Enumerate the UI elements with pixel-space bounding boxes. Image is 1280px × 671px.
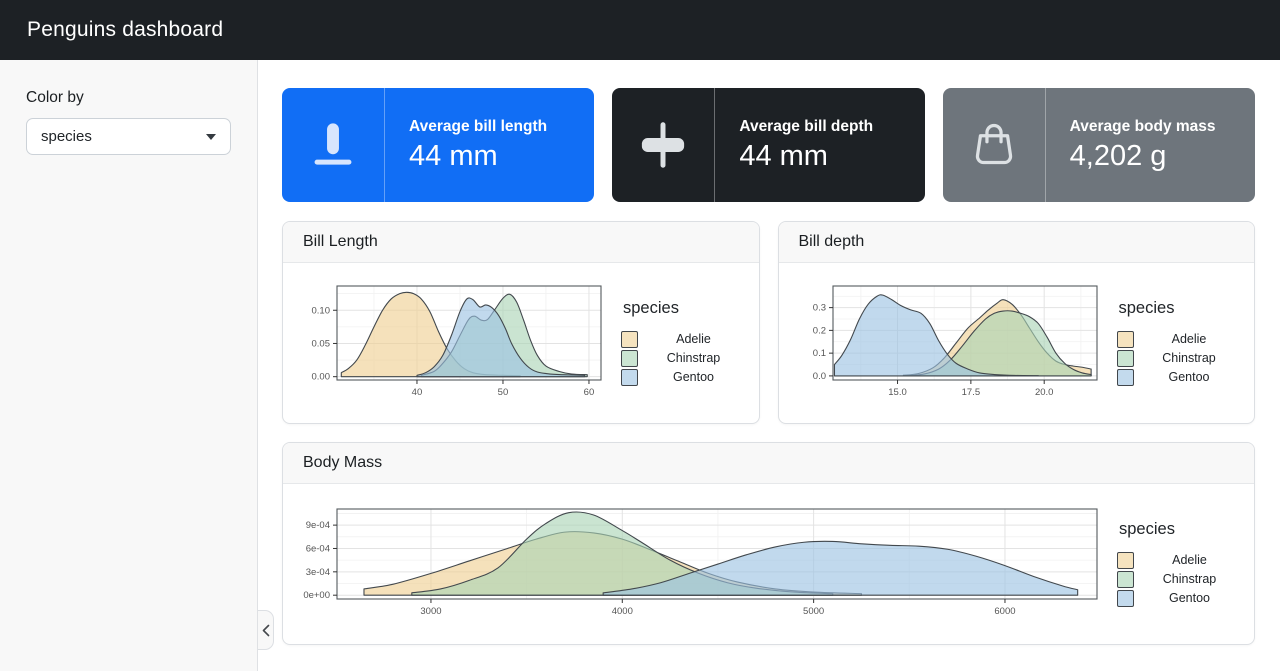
legend-label: Chinstrap <box>666 351 721 365</box>
card-title: Bill Length <box>283 222 759 263</box>
legend-label: Gentoo <box>672 370 714 384</box>
legend-swatch-adelie <box>1117 551 1134 569</box>
svg-text:15.0: 15.0 <box>888 387 907 398</box>
svg-text:3e-04: 3e-04 <box>306 567 330 578</box>
legend-swatch-gentoo <box>1116 368 1134 386</box>
caret-down-icon <box>206 133 216 140</box>
colorby-label: Color by <box>26 89 84 106</box>
legend-swatch-chinstrap <box>1116 349 1134 367</box>
card-body-mass: Body Mass 3000 4000 5000 6000 0e+00 3e-04 6e-0… <box>282 442 1255 645</box>
svg-text:60: 60 <box>584 387 595 398</box>
align-bottom-icon <box>282 88 385 202</box>
card-bill-depth: Bill depth 15.0 17.5 20.0 0.0 0.1 0.2 0.3 spec… <box>777 221 1255 424</box>
legend-label: Adelie <box>1171 332 1207 346</box>
legend-swatch-gentoo <box>621 368 638 386</box>
species-legend: species Adelie Chinstrap Gentoo <box>1117 520 1245 609</box>
card-title: Body Mass <box>283 443 1254 484</box>
sidebar: Color by species <box>0 60 258 671</box>
legend-title: species <box>1119 519 1175 538</box>
main-content: Average bill length 44 mm Average bill d… <box>258 60 1280 671</box>
legend-key-chinstrap: Chinstrap <box>1116 349 1245 367</box>
handbag-icon <box>943 88 1046 202</box>
legend-key-adelie: Adelie <box>621 330 749 348</box>
value-box-value: 44 mm <box>409 139 498 172</box>
card-bill-length: Bill Length 40 50 60 0.00 0.05 0.10 species A… <box>282 221 760 424</box>
svg-text:20.0: 20.0 <box>1034 387 1053 398</box>
svg-text:0.2: 0.2 <box>812 325 825 336</box>
legend-swatch-adelie <box>1116 330 1134 348</box>
value-box-title: Average bill length <box>409 117 548 135</box>
svg-text:0.10: 0.10 <box>312 305 331 316</box>
legend-key-chinstrap: Chinstrap <box>621 349 749 367</box>
value-box-body-mass: Average body mass 4,202 g <box>942 88 1255 202</box>
value-box-value: 4,202 g <box>1069 139 1167 172</box>
app-header: Penguins dashboard <box>0 0 1280 60</box>
chevron-left-icon <box>262 624 269 636</box>
svg-text:4000: 4000 <box>612 606 633 617</box>
svg-text:17.5: 17.5 <box>961 387 980 398</box>
legend-swatch-adelie <box>621 330 638 348</box>
card-title: Bill depth <box>778 222 1254 263</box>
legend-label: Chinstrap <box>1162 351 1216 365</box>
svg-text:50: 50 <box>498 387 509 398</box>
legend-key-adelie: Adelie <box>1116 330 1245 348</box>
svg-text:0e+00: 0e+00 <box>303 590 330 601</box>
value-box-bill-depth: Average bill depth 44 mm <box>612 88 925 202</box>
bill-depth-plot: 15.0 17.5 20.0 0.0 0.1 0.2 0.3 <box>795 280 1105 406</box>
species-legend: species Adelie Chinstrap Gentoo <box>621 299 749 388</box>
legend-swatch-chinstrap <box>1117 570 1134 588</box>
colorby-select[interactable]: species <box>26 118 231 155</box>
align-center-icon <box>612 88 716 202</box>
legend-key-gentoo: Gentoo <box>621 368 749 386</box>
legend-label: Adelie <box>1172 553 1207 567</box>
value-box-row: Average bill length 44 mm Average bill d… <box>282 88 1255 202</box>
bill-length-plot: 40 50 60 0.00 0.05 0.10 <box>299 280 609 406</box>
svg-text:0.05: 0.05 <box>312 338 331 349</box>
legend-label: Gentoo <box>1168 591 1210 605</box>
value-box-bill-length: Average bill length 44 mm <box>282 88 595 202</box>
svg-text:6000: 6000 <box>994 606 1015 617</box>
app-layout: Color by species Average bill length 4 <box>0 60 1280 671</box>
svg-text:6e-04: 6e-04 <box>306 543 330 554</box>
sidebar-collapse-toggle[interactable] <box>258 610 274 650</box>
legend-swatch-chinstrap <box>621 349 638 367</box>
svg-text:40: 40 <box>412 387 423 398</box>
legend-label: Chinstrap <box>1162 572 1217 586</box>
legend-label: Gentoo <box>1168 370 1210 384</box>
plot-cards-row: Bill Length 40 50 60 0.00 0.05 0.10 species A… <box>282 221 1255 424</box>
colorby-select-value: species <box>41 128 92 145</box>
svg-text:0.1: 0.1 <box>812 348 825 359</box>
svg-text:0.3: 0.3 <box>812 303 825 314</box>
species-legend: species Adelie Chinstrap Gentoo <box>1116 298 1245 388</box>
legend-key-gentoo: Gentoo <box>1117 589 1245 607</box>
svg-text:9e-04: 9e-04 <box>306 520 330 531</box>
legend-title: species <box>623 298 679 317</box>
page-title: Penguins dashboard <box>27 18 224 41</box>
value-box-title: Average bill depth <box>739 117 874 135</box>
legend-key-chinstrap: Chinstrap <box>1117 570 1245 588</box>
legend-swatch-gentoo <box>1117 589 1134 607</box>
value-box-title: Average body mass <box>1069 117 1216 135</box>
value-box-value: 44 mm <box>739 139 828 172</box>
legend-key-adelie: Adelie <box>1117 551 1245 569</box>
legend-key-gentoo: Gentoo <box>1116 368 1245 386</box>
svg-text:5000: 5000 <box>803 606 824 617</box>
body-mass-plot: 3000 4000 5000 6000 0e+00 3e-04 6e-04 9e-04 <box>299 503 1105 625</box>
legend-label: Adelie <box>676 332 711 346</box>
legend-title: species <box>1118 298 1175 317</box>
svg-text:3000: 3000 <box>420 606 441 617</box>
svg-text:0.0: 0.0 <box>812 371 825 382</box>
svg-text:0.00: 0.00 <box>312 372 331 383</box>
